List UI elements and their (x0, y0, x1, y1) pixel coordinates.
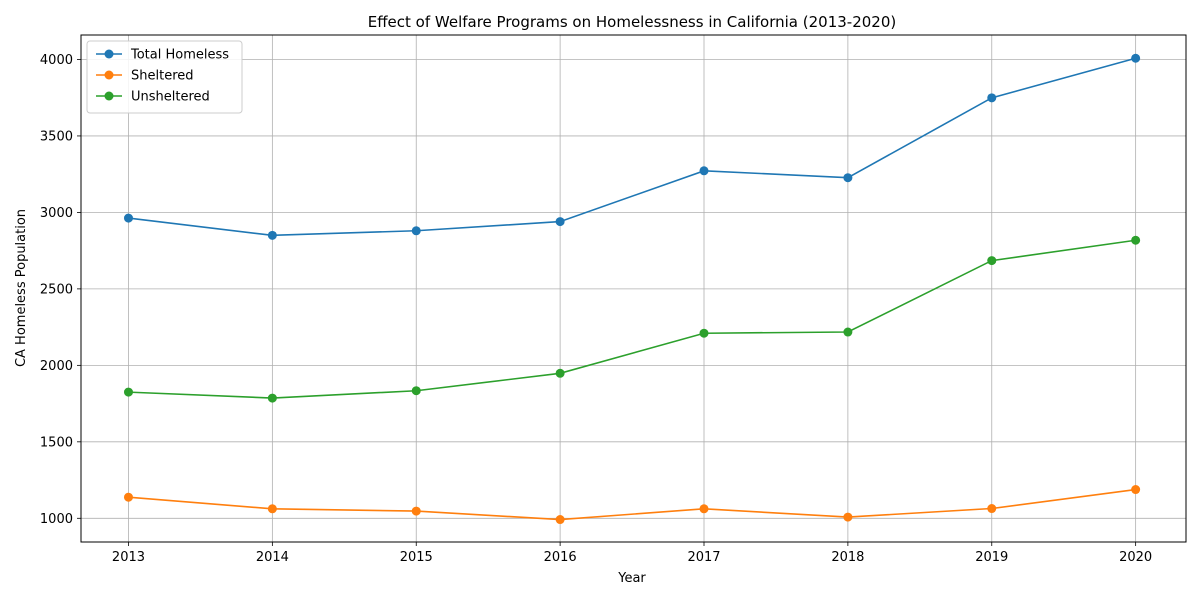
data-point-sheltered (699, 504, 709, 514)
legend-marker-sheltered (104, 70, 114, 80)
legend-item-sheltered: Sheltered (96, 69, 194, 84)
y-tick-label: 1000 (40, 512, 73, 527)
data-point-total-homeless (123, 213, 133, 223)
data-point-unsheltered (699, 328, 709, 338)
x-axis-label: Year (617, 571, 646, 586)
y-axis-label: CA Homeless Population (14, 209, 29, 367)
data-point-unsheltered (1131, 235, 1141, 245)
x-tick-label: 2017 (687, 550, 720, 565)
legend-item-total-homeless: Total Homeless (96, 48, 229, 63)
data-point-sheltered (555, 515, 565, 525)
data-point-unsheltered (555, 368, 565, 378)
data-point-sheltered (123, 492, 133, 502)
y-tick-label: 2000 (40, 359, 73, 374)
data-point-total-homeless (411, 226, 421, 236)
grid-lines (81, 35, 1186, 542)
data-point-sheltered (843, 512, 853, 522)
series-total-homeless (123, 53, 1141, 240)
axis-ticks: 2013 2014 2015 2016 2017 2018 2019 2020 1000 1500… (40, 53, 1152, 565)
y-tick-label: 1500 (40, 435, 73, 450)
data-point-sheltered (987, 504, 997, 514)
legend-box (86, 40, 243, 114)
x-tick-label: 2014 (256, 550, 289, 565)
x-tick-label: 2015 (400, 550, 433, 565)
data-point-sheltered (411, 506, 421, 516)
data-point-unsheltered (267, 393, 277, 403)
data-point-total-homeless (843, 173, 853, 183)
x-tick-label: 2019 (975, 550, 1008, 565)
series-line-total-homeless (128, 57, 1136, 237)
data-point-unsheltered (123, 387, 133, 397)
data-point-total-homeless (699, 166, 709, 176)
x-tick-label: 2018 (831, 550, 864, 565)
y-tick-label: 2500 (40, 282, 73, 297)
data-point-total-homeless (267, 230, 277, 240)
series-sheltered (123, 485, 1141, 525)
chart-title: Effect of Welfare Programs on Homelessne… (368, 13, 897, 31)
series-line-sheltered (128, 488, 1136, 521)
legend-label-total-homeless: Total Homeless (130, 48, 229, 63)
y-tick-label: 3500 (40, 129, 73, 144)
y-tick-label: 4000 (40, 53, 73, 68)
legend-label-sheltered: Sheltered (131, 69, 194, 84)
series-layer (123, 53, 1141, 525)
data-point-total-homeless (987, 93, 997, 103)
series-line-unsheltered (128, 239, 1136, 399)
data-point-unsheltered (411, 386, 421, 396)
legend-label-unsheltered: Unsheltered (131, 90, 210, 105)
data-point-unsheltered (843, 327, 853, 337)
legend-item-unsheltered: Unsheltered (96, 90, 210, 105)
legend: Total Homeless Sheltered Unsheltered (86, 40, 243, 114)
y-tick-label: 3000 (40, 206, 73, 221)
data-point-total-homeless (555, 217, 565, 227)
x-tick-label: 2016 (544, 550, 577, 565)
series-unsheltered (123, 235, 1141, 403)
x-tick-label: 2013 (112, 550, 145, 565)
legend-marker-unsheltered (104, 91, 114, 101)
data-point-unsheltered (987, 256, 997, 266)
data-point-sheltered (1131, 485, 1141, 495)
x-tick-label: 2020 (1119, 550, 1152, 565)
data-point-total-homeless (1131, 53, 1141, 63)
data-point-sheltered (267, 504, 277, 514)
legend-marker-total-homeless (104, 49, 114, 59)
